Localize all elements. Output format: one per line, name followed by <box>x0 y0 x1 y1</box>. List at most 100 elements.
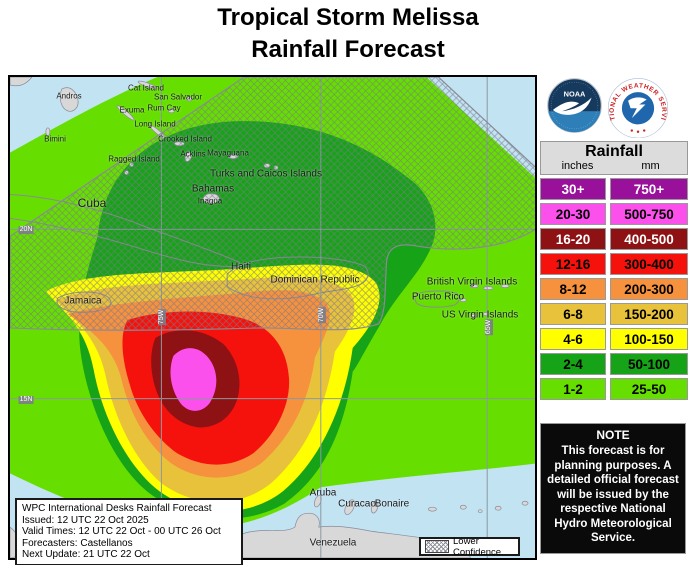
map-label-acklins: Acklins <box>180 149 206 159</box>
note-title: NOTE <box>596 428 630 442</box>
map-graphic <box>10 77 535 558</box>
info-line-3: Valid Times: 12 UTC 22 Oct - 00 UTC 26 O… <box>22 526 221 538</box>
legend-mm-cell: 150-200 <box>610 303 688 325</box>
map-label-crooked-island: Crooked Island <box>158 134 212 144</box>
grid-label-65w: 65W <box>485 318 493 336</box>
grid-label-70w: 70W <box>318 306 326 324</box>
contour-20-30in <box>170 348 217 411</box>
map-label-british-virgin-islands: British Virgin Islands <box>426 276 518 288</box>
forecast-info-box: WPC International Desks Rainfall Forecas… <box>15 498 243 565</box>
land-cat-island <box>137 80 158 90</box>
nws-star-3 <box>642 129 646 132</box>
grid-label-15n: 15N <box>18 396 34 404</box>
legend-row-6-8: 6-8 150-200 <box>540 303 688 325</box>
legend-inches-cell: 4-6 <box>540 328 606 350</box>
outline-puerto-rico <box>414 290 460 308</box>
legend-row-1-2: 1-2 25-50 <box>540 378 688 400</box>
page-title: Tropical Storm Melissa Rainfall Forecast <box>0 2 696 66</box>
nws-lightning-icon <box>628 97 647 119</box>
land-exuma <box>116 105 135 121</box>
land-rum-cay <box>168 108 175 114</box>
map-label-bimini: Bimini <box>44 134 66 144</box>
map-label-puerto-rico: Puerto Rico <box>411 291 465 303</box>
legend-mm-cell: 25-50 <box>610 378 688 400</box>
legend-mm-cell: 300-400 <box>610 253 688 275</box>
legend-row-12-16: 12-16 300-400 <box>540 253 688 275</box>
legend-inches-cell: 30+ <box>540 178 606 200</box>
legend-mm-cell: 200-300 <box>610 278 688 300</box>
rainfall-map: Andros Cat Island San Salvador Rum Cay E… <box>8 75 537 565</box>
legend-row-2-4: 2-4 50-100 <box>540 353 688 375</box>
map-label-aruba: Aruba <box>309 487 337 499</box>
map-label-dominican-republic: Dominican Republic <box>270 274 360 286</box>
land-ve-isl-2 <box>459 504 467 510</box>
map-label-turks-caicos: Turks and Caicos Islands <box>210 168 322 180</box>
land-curacao <box>344 499 355 515</box>
legend-title: Rainfall <box>585 143 643 160</box>
hatch-swatch-icon <box>425 540 449 553</box>
land-bvi-3 <box>500 284 510 288</box>
land-ve-isl-4 <box>494 505 502 511</box>
map-label-exuma: Exuma <box>119 105 145 115</box>
map-label-curacao: Curacao <box>338 498 376 510</box>
land-andros <box>59 87 79 112</box>
legend-row-16-20: 16-20 400-500 <box>540 228 688 250</box>
legend-row-30plus: 30+ 750+ <box>540 178 688 200</box>
legend-mm-cell: 50-100 <box>610 353 688 375</box>
title-line2: Rainfall Forecast <box>251 36 445 63</box>
nws-logo: NATIONAL WEATHER SERVICE <box>607 76 669 138</box>
grid-label-20n: 20N <box>18 226 34 234</box>
land-san-salvador <box>185 96 193 102</box>
info-line-4: Forecasters: Castellanos <box>22 537 133 549</box>
map-label-mayaguana: Mayaguana <box>207 148 249 158</box>
legend-mm-cell: 100-150 <box>610 328 688 350</box>
legend-unit-inches: inches <box>561 160 594 172</box>
nws-star-2 <box>636 130 640 134</box>
legend-mm-cell: 500-750 <box>610 203 688 225</box>
map-label-haiti: Haiti <box>230 261 252 273</box>
land-ve-isl-5 <box>521 500 529 506</box>
noaa-wordmark: NOAA <box>564 89 586 98</box>
legend-mm-cell: 750+ <box>610 178 688 200</box>
lower-confidence-label: Lower Confidence <box>453 535 502 558</box>
legend-header: Rainfall inches mm <box>540 141 688 175</box>
legend-row-4-6: 4-6 100-150 <box>540 328 688 350</box>
noaa-gull-icon <box>552 97 592 115</box>
map-label-venezuela: Venezuela <box>309 537 357 549</box>
noaa-sea <box>547 111 602 133</box>
lower-confidence-region <box>10 77 535 331</box>
map-label-bonaire: Bonaire <box>374 498 410 510</box>
land-ve-isl-1 <box>428 506 437 512</box>
legend-inches-cell: 16-20 <box>540 228 606 250</box>
legend-inches-cell: 2-4 <box>540 353 606 375</box>
map-label-cat-island: Cat Island <box>127 83 165 93</box>
land-usvi-1 <box>459 298 467 302</box>
noaa-ring <box>550 81 599 130</box>
land-bvi-1 <box>469 284 479 288</box>
map-label-us-virgin-islands: US Virgin Islands <box>441 309 519 321</box>
rainfall-legend: Rainfall inches mm 30+ 750+ 20-30 500-75… <box>540 141 688 400</box>
legend-unit-mm: mm <box>641 160 660 172</box>
land-bvi-2 <box>482 286 494 290</box>
legend-inches-cell: 20-30 <box>540 203 606 225</box>
land-bonaire <box>370 501 379 514</box>
legend-mm-cell: 400-500 <box>610 228 688 250</box>
map-label-ragged-island: Ragged Island <box>108 154 160 164</box>
title-line1: Tropical Storm Melissa <box>217 4 479 31</box>
info-line-1: WPC International Desks Rainfall Forecas… <box>22 503 212 514</box>
legend-row-8-12: 8-12 200-300 <box>540 278 688 300</box>
note-body: This forecast is for planning purposes. … <box>547 445 679 544</box>
note-box: NOTE This forecast is for planning purpo… <box>540 423 686 554</box>
map-label-inagua: Inagua <box>197 196 223 206</box>
map-label-bahamas: Bahamas <box>191 183 235 195</box>
map-label-rum-cay: Rum Cay <box>147 103 181 113</box>
legend-inches-cell: 8-12 <box>540 278 606 300</box>
lower-confidence-key: Lower Confidence <box>419 535 520 558</box>
map-label-cuba: Cuba <box>77 196 107 210</box>
legend-inches-cell: 12-16 <box>540 253 606 275</box>
legend-inches-cell: 1-2 <box>540 378 606 400</box>
legend-inches-cell: 6-8 <box>540 303 606 325</box>
land-ve-isl-3 <box>477 509 483 514</box>
map-label-andros: Andros <box>56 91 82 101</box>
